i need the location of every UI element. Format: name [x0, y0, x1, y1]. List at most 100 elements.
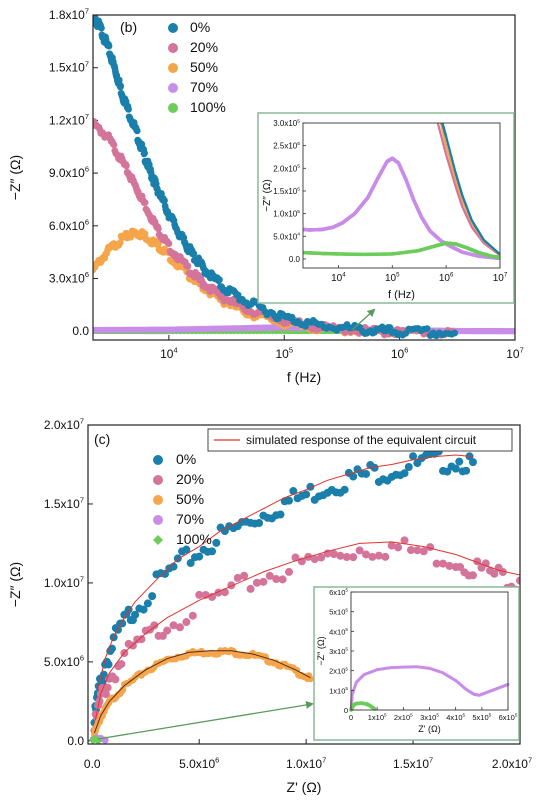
- panel-c-ytick-label-base: 1.0x10: [44, 576, 80, 590]
- panel-c-point: [462, 466, 471, 475]
- panel-c-label: (c): [94, 431, 110, 447]
- panel-b-inset-ytick-label-base: 1.5x10: [273, 187, 298, 196]
- panel-b-legend-marker: [168, 83, 178, 93]
- panel-c-point: [182, 618, 191, 627]
- panel-b-inset-xtick-label-base: 10: [439, 273, 451, 284]
- panel-c-legend-label: 0%: [176, 451, 196, 467]
- panel-b-inset-xtick-label: 107: [493, 272, 508, 285]
- panel-c-inset-ytick-label-base: 3x10: [329, 647, 345, 656]
- panel-b-inset-ytick-label-base: 1.0x10: [273, 210, 298, 219]
- panel-c-inset-xtick-label-base: 3x10: [420, 713, 436, 722]
- panel-c-xtick-label-base: 0.0: [84, 757, 101, 771]
- panel-c-point: [481, 559, 490, 568]
- panel-c-inset-ytick-label-exp: 5: [345, 607, 348, 612]
- panel-c-inset-xtick-label-base: 4x10: [446, 713, 462, 722]
- panel-b-ytick-label: 0.0: [72, 324, 89, 338]
- panel-c-inset-ytick-label: 3x105: [329, 647, 348, 656]
- panel-c-point: [94, 736, 103, 744]
- panel-c-inset-xtick-label-base: 1x10: [368, 713, 384, 722]
- panel-c-inset-xtick-label-exp: 5: [384, 713, 387, 718]
- panel-b-point: [423, 325, 431, 333]
- panel-b-point: [116, 239, 124, 246]
- panel-c-inset-xtick-label-base: 0: [349, 713, 353, 722]
- panel-b-xtick-label-exp: 6: [404, 346, 408, 355]
- panel-b-inset-xlabel: f (Hz): [388, 289, 415, 301]
- panel-c-point: [175, 623, 184, 632]
- panel-c-ytick-label-base: 2.0x10: [44, 418, 80, 432]
- panel-c-point: [400, 536, 409, 545]
- panel-c-point: [374, 551, 383, 560]
- panel-c-point: [291, 553, 300, 562]
- panel-c-point: [195, 552, 204, 561]
- panel-b-inset-ytick-label-base: 0.0: [289, 255, 301, 264]
- panel-b-point: [141, 149, 148, 157]
- panel-c-inset-xlabel: Z' (Ω): [418, 724, 440, 734]
- panel-c-xtick-label: 5.0x106: [179, 756, 219, 771]
- panel-c-point: [265, 571, 274, 580]
- panel-c-point: [131, 610, 140, 619]
- panel-c-point: [317, 553, 326, 562]
- panel-c-inset-xtick-label-base: 5x10: [472, 713, 488, 722]
- panel-b-legend-marker: [168, 23, 178, 33]
- panel-b-point: [451, 329, 459, 337]
- panel-b-inset-data: [303, 123, 500, 261]
- panel-b-inset-ytick-label-exp: 5: [297, 118, 300, 124]
- panel-b-inset-xtick-label-exp: 4: [342, 272, 346, 279]
- panel-b-inset-ytick-label-exp: 5: [297, 186, 300, 192]
- panel-b-legend-label: 20%: [190, 39, 218, 55]
- panel-c-point: [419, 547, 428, 556]
- panel-c-point: [340, 485, 349, 494]
- panel-b-ytick-label-base: 1.8x10: [49, 8, 85, 22]
- panel-c-point: [490, 569, 499, 578]
- panel-c-ytick-label: 1.0x107: [44, 575, 84, 590]
- panel-b-point: [154, 225, 162, 233]
- panel-c-fit-line: [93, 541, 520, 726]
- panel-b-point: [216, 276, 223, 284]
- panel-b-ytick-label: 3.0x106: [49, 270, 89, 285]
- panel-c-inset-ytick-label: 6x105: [329, 588, 348, 597]
- panel-c-point: [329, 550, 338, 559]
- panel-c-inset-ytick-label: 1x105: [329, 686, 348, 695]
- panel-b-xtick-label: 104: [160, 346, 178, 361]
- panel-c-point: [139, 605, 148, 614]
- panel-b-inset-ytick-label: 0.0: [289, 255, 301, 264]
- panel-b-inset-xtick-label-exp: 7: [504, 272, 508, 279]
- panel-c-point: [103, 683, 112, 692]
- panel-c-inset-ytick-label-exp: 5: [345, 666, 348, 671]
- panel-b-ytick-label: 9.0x106: [49, 165, 89, 180]
- panel-b-point: [110, 141, 118, 149]
- panel-b-inset-frame: [302, 122, 501, 269]
- panel-b-frame: [92, 14, 516, 341]
- panel-c-xtick-label-base: 1.5x10: [393, 757, 429, 771]
- panel-c-ylabel: −Z″ (Ω): [7, 562, 23, 607]
- panel-c-point: [468, 458, 477, 467]
- panel-c-point: [498, 567, 507, 576]
- panel-c-point: [212, 538, 221, 547]
- panel-b-inset-ytick-label-base: 2.0x10: [273, 164, 298, 173]
- panel-b-inset-ytick-label-exp: 5: [297, 141, 300, 147]
- panel-c-point: [259, 577, 268, 586]
- panel-c-point: [310, 555, 319, 564]
- panel-b-inset-xtick-label: 105: [385, 272, 400, 285]
- panel-c-inset-xtick-label-exp: 5: [436, 713, 439, 718]
- panel-c-ytick-label: 1.5x107: [44, 496, 84, 511]
- panel-c-point: [370, 463, 379, 472]
- panel-b-point: [275, 315, 282, 322]
- panel-c-point: [387, 541, 396, 550]
- panel-c-point: [169, 621, 178, 630]
- panel-c-point: [445, 561, 454, 570]
- panel-b-point: [117, 82, 125, 90]
- panel-c-legend-label: 50%: [176, 491, 204, 507]
- panel-c-frame: [87, 424, 521, 745]
- panel-b-ytick-label: 1.5x107: [49, 59, 89, 74]
- panel-c-inset-xtick-label: 6x105: [499, 713, 518, 722]
- panel-b-xlabel: f (Hz): [287, 369, 321, 385]
- panel-b-inset-ytick-label-exp: 4: [297, 232, 300, 238]
- panel-c-ytick-label-base: 5.0x10: [44, 655, 80, 669]
- panel-c-point: [117, 660, 126, 669]
- panel-b-point: [105, 42, 113, 50]
- panel-b-inset-ytick-label-exp: 5: [297, 164, 300, 170]
- panel-b-point: [190, 249, 198, 257]
- panel-c-legend-marker: [153, 515, 163, 525]
